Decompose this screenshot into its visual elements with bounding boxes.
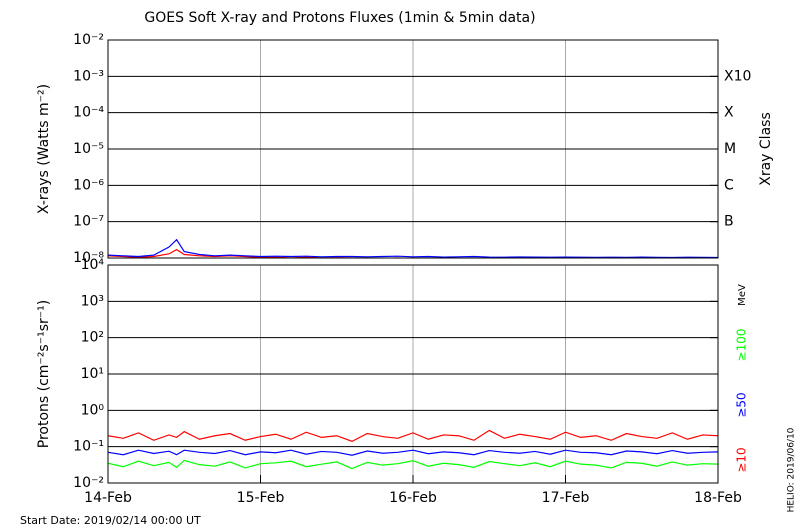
chart-title: GOES Soft X-ray and Protons Fluxes (1min… bbox=[144, 10, 535, 26]
y-tick-label: 10⁴ bbox=[81, 257, 105, 273]
y-tick-label: 10⁻⁴ bbox=[73, 105, 104, 121]
y-tick-label: 10¹ bbox=[81, 366, 104, 382]
y-axis-label: Protons (cm⁻²s⁻¹sr⁻¹) bbox=[36, 300, 52, 449]
y2-tick-label: X bbox=[724, 105, 734, 121]
y-tick-label: 10⁻⁶ bbox=[73, 177, 104, 193]
y-tick-label: 10⁻⁸ bbox=[73, 250, 104, 266]
y-tick-label: 10⁻² bbox=[73, 32, 104, 48]
x-tick-label: 17-Feb bbox=[542, 490, 590, 506]
plot-frame bbox=[107, 39, 719, 259]
y-tick-label: 10⁻⁵ bbox=[73, 141, 104, 157]
legend-label: ≥10 bbox=[735, 447, 749, 472]
helio-date: HELIO: 2019/06/10 bbox=[787, 427, 797, 512]
y-tick-label: 10⁻⁷ bbox=[73, 214, 104, 230]
series-line bbox=[108, 459, 718, 470]
series-line bbox=[108, 449, 718, 456]
x-tick-label: 15-Feb bbox=[237, 490, 285, 506]
series-line bbox=[108, 429, 718, 443]
y-tick-label: 10⁰ bbox=[81, 402, 105, 418]
start-date: Start Date: 2019/02/14 00:00 UT bbox=[20, 514, 201, 527]
x-tick-label: 16-Feb bbox=[389, 490, 437, 506]
y2-tick-label: M bbox=[724, 141, 736, 157]
series-line bbox=[108, 238, 718, 258]
y2-axis-label: Xray Class bbox=[758, 112, 774, 186]
y-axis-label: X-rays (Watts m⁻²) bbox=[36, 84, 52, 214]
legend-label: ≥50 bbox=[735, 392, 749, 417]
legend-label: ≥100 bbox=[735, 329, 749, 362]
y-tick-label: 10³ bbox=[81, 293, 104, 309]
series-line bbox=[108, 248, 486, 258]
y-tick-label: 10⁻¹ bbox=[73, 439, 104, 455]
x-tick-label: 18-Feb bbox=[694, 490, 742, 506]
x-tick-label: 14-Feb bbox=[84, 490, 132, 506]
y-tick-label: 10² bbox=[81, 330, 104, 346]
legend-title: MeV bbox=[737, 284, 748, 306]
y-tick-label: 10⁻² bbox=[73, 475, 104, 491]
y2-tick-label: X10 bbox=[724, 68, 751, 84]
y2-tick-label: B bbox=[724, 214, 734, 230]
y-tick-label: 10⁻³ bbox=[73, 68, 104, 84]
y2-tick-label: C bbox=[724, 177, 734, 193]
